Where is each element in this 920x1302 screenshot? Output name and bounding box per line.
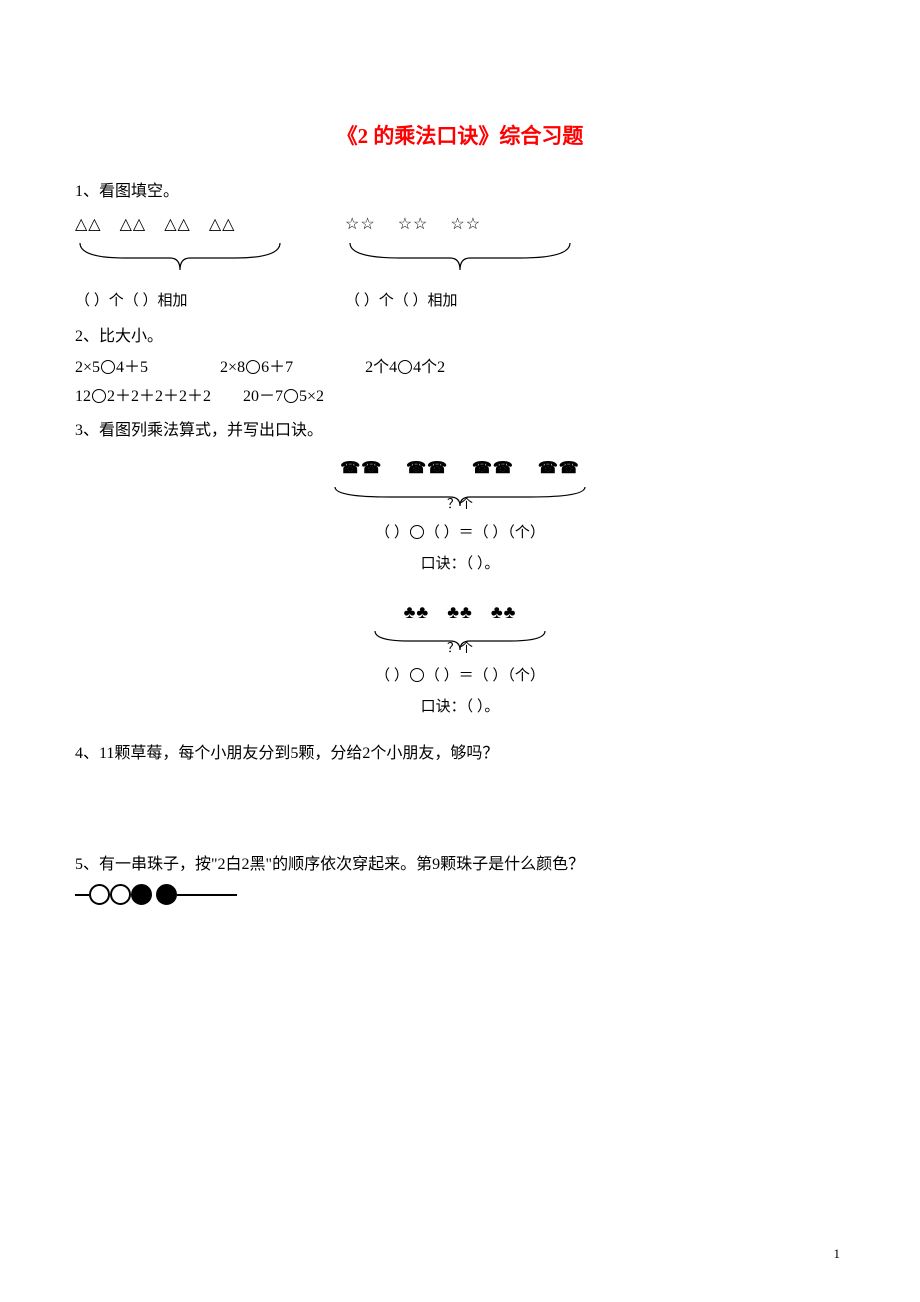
- brace-icon: [75, 238, 285, 276]
- blank-circle-icon: [410, 668, 424, 682]
- blank-circle-icon: [101, 360, 115, 374]
- question-3: 3、看图列乘法算式，并写出口诀。 ☎☎ ☎☎ ☎☎ ☎☎ ？个 （ ）（ ）＝（…: [75, 417, 845, 722]
- q1-left-block: △△ △△ △△ △△ （ ）个（ ）相加: [75, 211, 285, 316]
- club-group: ♣♣: [447, 596, 473, 628]
- phone-group: ☎☎: [538, 455, 580, 484]
- question-1: 1、看图填空。 △△ △△ △△ △△ （ ）个（ ）相加 ☆☆ ☆☆ ☆☆: [75, 178, 845, 315]
- blank-circle-icon: [410, 525, 424, 539]
- phone-group: ☎☎: [340, 455, 382, 484]
- phone-group: ☎☎: [472, 455, 514, 484]
- q1-left-label: （ ）个（ ）相加: [75, 288, 285, 315]
- question-2: 2、比大小。 2×54＋5 2×86＋7 2个44个2 122＋2＋2＋2＋2 …: [75, 323, 845, 410]
- q1-right-label: （ ）个（ ）相加: [345, 288, 575, 315]
- star-group: ☆☆: [398, 211, 429, 240]
- q1-shapes-row: △△ △△ △△ △△ （ ）个（ ）相加 ☆☆ ☆☆ ☆☆ （ ）个（ ）相加: [75, 211, 845, 316]
- q3-set-2: ♣♣ ♣♣ ♣♣ ？个 （ ）（ ）＝（ ）（个） 口诀：（ ）。: [75, 596, 845, 722]
- q1-label: 1、看图填空。: [75, 183, 179, 200]
- q3-set2-brace-label: ？个: [75, 636, 845, 659]
- bead-white-icon: [110, 884, 131, 905]
- q1-right-groups: ☆☆ ☆☆ ☆☆: [345, 211, 575, 240]
- q5-text: 5、有一串珠子，按"2白2黑"的顺序依次穿起来。第9颗珠子是什么颜色？: [75, 850, 845, 880]
- beads-diagram: [75, 884, 845, 905]
- blank-circle-icon: [92, 389, 106, 403]
- blank-circle-icon: [398, 360, 412, 374]
- q3-set-1: ☎☎ ☎☎ ☎☎ ☎☎ ？个 （ ）（ ）＝（ ）（个） 口诀：（ ）。: [75, 455, 845, 577]
- compare-item: 20－75×2: [243, 383, 324, 410]
- question-4: 4、11颗草莓，每个小朋友分到5颗，分给2个小朋友，够吗？: [75, 739, 845, 769]
- q3-set1-brace-label: ？个: [75, 492, 845, 515]
- page-number: 1: [834, 1246, 841, 1262]
- compare-item: 2个44个2: [365, 354, 445, 381]
- blank-circle-icon: [246, 360, 260, 374]
- q1-left-groups: △△ △△ △△ △△: [75, 211, 285, 240]
- q3-set1-shapes: ☎☎ ☎☎ ☎☎ ☎☎: [75, 455, 845, 484]
- star-group: ☆☆: [450, 211, 481, 240]
- q3-set2-equation: （ ）（ ）＝（ ）（个）: [75, 663, 845, 690]
- q3-set2-kouju: 口诀：（ ）。: [75, 694, 845, 721]
- bead-black-icon: [131, 884, 152, 905]
- bead-white-icon: [89, 884, 110, 905]
- triangle-group: △△: [164, 211, 191, 240]
- blank-circle-icon: [284, 389, 298, 403]
- brace-icon: [345, 238, 575, 276]
- q3-set1-equation: （ ）（ ）＝（ ）（个）: [75, 520, 845, 547]
- star-group: ☆☆: [345, 211, 376, 240]
- club-group: ♣♣: [491, 596, 517, 628]
- compare-item: 2×86＋7: [220, 354, 293, 381]
- triangle-group: △△: [209, 211, 236, 240]
- bead-line: [75, 894, 89, 896]
- q3-label: 3、看图列乘法算式，并写出口诀。: [75, 422, 323, 439]
- q3-set1-kouju: 口诀：（ ）。: [75, 551, 845, 578]
- q2-label: 2、比大小。: [75, 328, 163, 345]
- q4-text: 4、11颗草莓，每个小朋友分到5颗，分给2个小朋友，够吗？: [75, 745, 498, 762]
- question-5: 5、有一串珠子，按"2白2黑"的顺序依次穿起来。第9颗珠子是什么颜色？: [75, 850, 845, 905]
- bead-black-icon: [156, 884, 177, 905]
- bead-line: [177, 894, 237, 896]
- q2-row-1: 2×54＋5 2×86＋7 2个44个2: [75, 354, 845, 381]
- triangle-group: △△: [120, 211, 147, 240]
- club-group: ♣♣: [404, 596, 430, 628]
- q2-row-2: 122＋2＋2＋2＋2 20－75×2: [75, 383, 845, 410]
- q3-set2-shapes: ♣♣ ♣♣ ♣♣: [75, 596, 845, 628]
- q1-right-block: ☆☆ ☆☆ ☆☆ （ ）个（ ）相加: [345, 211, 575, 316]
- triangle-group: △△: [75, 211, 102, 240]
- phone-group: ☎☎: [406, 455, 448, 484]
- compare-item: 122＋2＋2＋2＋2: [75, 383, 211, 410]
- compare-item: 2×54＋5: [75, 354, 148, 381]
- page-title: 《2 的乘法口诀》综合习题: [75, 120, 845, 150]
